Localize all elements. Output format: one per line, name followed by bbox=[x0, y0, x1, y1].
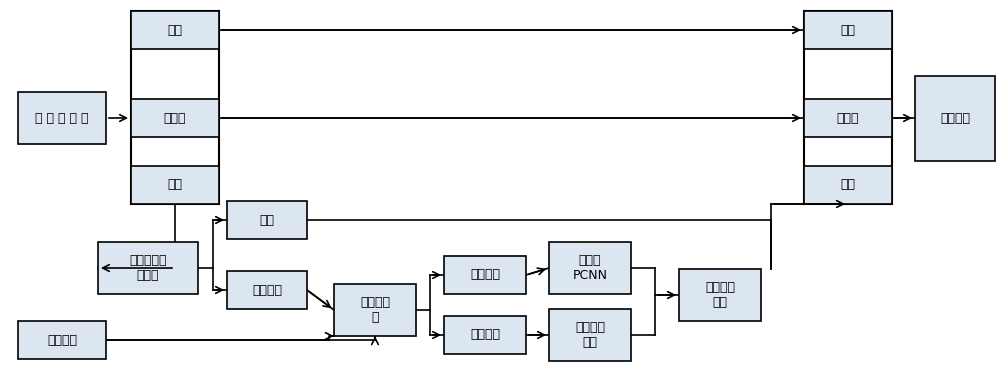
Bar bbox=[18, 92, 106, 144]
Bar bbox=[227, 201, 307, 239]
Text: 二维经验模
态分解: 二维经验模 态分解 bbox=[129, 254, 167, 282]
Bar bbox=[131, 99, 219, 137]
Bar bbox=[444, 316, 526, 354]
Text: 融合图像: 融合图像 bbox=[940, 111, 970, 125]
Text: 剪切波变
换: 剪切波变 换 bbox=[360, 296, 390, 324]
Bar bbox=[98, 242, 198, 294]
Text: 色调: 色调 bbox=[840, 24, 856, 36]
Bar bbox=[804, 11, 892, 49]
Text: 低频系数: 低频系数 bbox=[470, 269, 500, 282]
Text: 剪切波反
变换: 剪切波反 变换 bbox=[705, 281, 735, 309]
Bar bbox=[549, 242, 631, 294]
Bar bbox=[131, 11, 219, 204]
Bar bbox=[444, 256, 526, 294]
Bar bbox=[334, 284, 416, 336]
Bar bbox=[131, 11, 219, 49]
Bar bbox=[679, 269, 761, 321]
Bar bbox=[804, 11, 892, 204]
Bar bbox=[227, 271, 307, 309]
Bar bbox=[18, 321, 106, 359]
Text: 全色图像: 全色图像 bbox=[47, 334, 77, 347]
Bar bbox=[549, 309, 631, 361]
Text: 拉普拉斯
变换: 拉普拉斯 变换 bbox=[575, 321, 605, 349]
Text: 亮度: 亮度 bbox=[840, 179, 856, 192]
Bar bbox=[915, 76, 995, 160]
Text: 余量: 余量 bbox=[260, 214, 274, 226]
Text: 多 光 谱 图 像: 多 光 谱 图 像 bbox=[35, 111, 89, 125]
Text: 双通道
PCNN: 双通道 PCNN bbox=[572, 254, 608, 282]
Bar bbox=[804, 166, 892, 204]
Text: 饱和度: 饱和度 bbox=[837, 111, 859, 125]
Bar bbox=[131, 166, 219, 204]
Text: 亮度: 亮度 bbox=[168, 179, 182, 192]
Text: 色调: 色调 bbox=[168, 24, 182, 36]
Text: 高频子带: 高频子带 bbox=[252, 283, 282, 296]
Bar bbox=[804, 99, 892, 137]
Text: 饱和度: 饱和度 bbox=[164, 111, 186, 125]
Text: 高频系数: 高频系数 bbox=[470, 328, 500, 342]
